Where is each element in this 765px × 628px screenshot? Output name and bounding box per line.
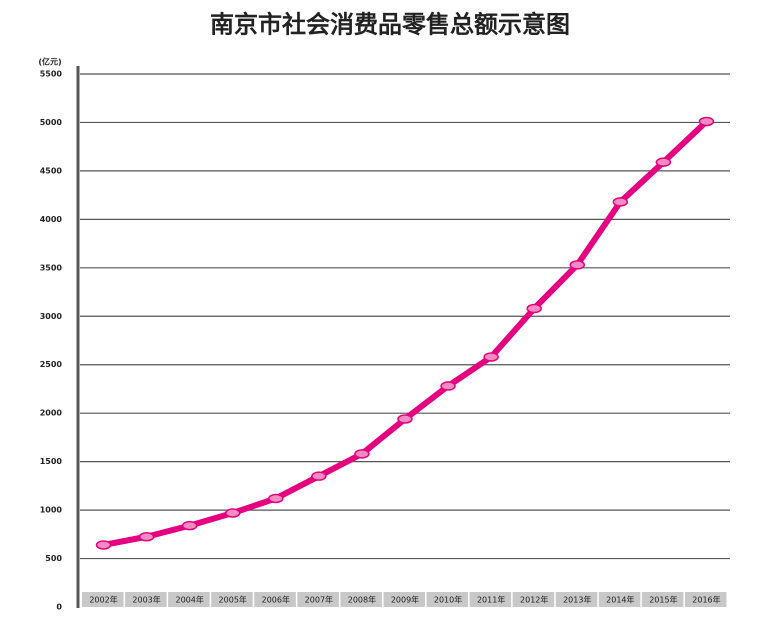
x-tick-label: 2016年 xyxy=(692,595,720,605)
marker xyxy=(655,157,672,167)
x-tick-label: 2004年 xyxy=(175,595,203,605)
y-tick-label: 3500 xyxy=(40,263,63,272)
category-box xyxy=(211,592,253,607)
category-box xyxy=(426,592,469,607)
y-tick-label: 500 xyxy=(45,554,62,563)
marker xyxy=(612,197,629,207)
y-tick-label: 4000 xyxy=(40,215,63,224)
x-tick-label: 2013年 xyxy=(563,595,591,605)
y-axis-label: (亿元) xyxy=(38,57,61,67)
x-tick-label: 2005年 xyxy=(219,595,247,605)
marker xyxy=(483,352,499,362)
marker xyxy=(397,414,413,424)
marker xyxy=(95,540,112,550)
x-tick-label: 2002年 xyxy=(89,595,117,605)
y-tick-label: 1000 xyxy=(40,506,63,515)
x-tick-label: 2012年 xyxy=(520,595,548,605)
x-tick-label: 2011年 xyxy=(477,595,505,605)
x-tick-label: 2003年 xyxy=(132,595,160,605)
y-tick-label: 2000 xyxy=(40,409,63,418)
x-tick-label: 2008年 xyxy=(348,595,376,605)
y-tick-label: 4500 xyxy=(40,166,63,175)
x-tick-label: 2009年 xyxy=(391,595,419,605)
category-box xyxy=(555,592,598,607)
marker xyxy=(181,520,198,531)
category-box xyxy=(168,592,210,607)
marker xyxy=(138,531,155,542)
category-box xyxy=(383,592,426,607)
marker xyxy=(268,493,284,504)
y-tick-label: 1500 xyxy=(40,457,63,466)
marker xyxy=(224,508,241,518)
category-box xyxy=(254,592,296,607)
x-tick-label: 2007年 xyxy=(305,595,333,605)
y-tick-label: 0 xyxy=(56,603,62,612)
marker xyxy=(311,471,327,481)
marker xyxy=(526,303,542,314)
x-tick-label: 2010年 xyxy=(434,595,462,605)
category-box xyxy=(684,592,727,607)
y-tick-label: 5500 xyxy=(40,70,63,79)
category-box xyxy=(469,592,512,607)
marker xyxy=(569,260,586,270)
category-box xyxy=(82,592,124,607)
category-box xyxy=(340,592,382,607)
category-box xyxy=(297,592,339,607)
marker xyxy=(698,116,715,127)
category-box xyxy=(512,592,555,607)
y-tick-label: 5000 xyxy=(40,118,63,127)
category-box xyxy=(641,592,684,607)
category-box xyxy=(598,592,641,607)
line xyxy=(102,119,709,548)
category-box xyxy=(125,592,167,607)
marker xyxy=(354,449,370,459)
y-tick-label: 2500 xyxy=(40,360,63,369)
chart-title: 南京市社会消费品零售总额示意图 xyxy=(210,10,570,39)
marker xyxy=(440,381,456,391)
x-tick-label: 2006年 xyxy=(262,595,290,605)
x-tick-label: 2015年 xyxy=(649,595,677,605)
x-tick-label: 2014年 xyxy=(606,595,634,605)
y-tick-label: 3000 xyxy=(40,312,63,321)
